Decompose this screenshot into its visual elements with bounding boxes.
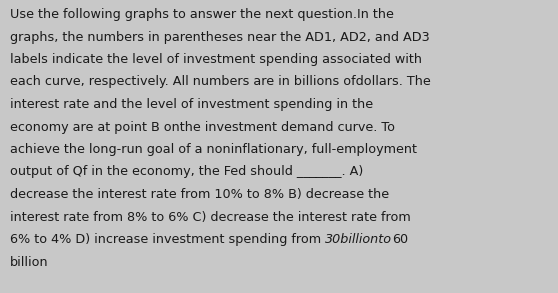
Text: graphs, the numbers in parentheses near the AD1, AD2, and AD3: graphs, the numbers in parentheses near …: [10, 30, 430, 43]
Text: interest rate and the level of investment spending in the: interest rate and the level of investmen…: [10, 98, 373, 111]
Text: billion: billion: [10, 255, 49, 268]
Text: 6% to 4% D) increase investment spending from: 6% to 4% D) increase investment spending…: [10, 233, 325, 246]
Text: 30billionto: 30billionto: [325, 233, 392, 246]
Text: Use the following graphs to answer the next question.In the: Use the following graphs to answer the n…: [10, 8, 394, 21]
Text: labels indicate the level of investment spending associated with: labels indicate the level of investment …: [10, 53, 422, 66]
Text: economy are at point B onthe investment demand curve. To: economy are at point B onthe investment …: [10, 120, 395, 134]
Text: achieve the long-run goal of a noninflationary, full-employment: achieve the long-run goal of a noninflat…: [10, 143, 417, 156]
Text: each curve, respectively. All numbers are in billions ofdollars. The: each curve, respectively. All numbers ar…: [10, 76, 431, 88]
Text: output of Qf in the economy, the Fed should _______. A): output of Qf in the economy, the Fed sho…: [10, 166, 363, 178]
Text: decrease the interest rate from 10% to 8% B) decrease the: decrease the interest rate from 10% to 8…: [10, 188, 389, 201]
Text: interest rate from 8% to 6% C) decrease the interest rate from: interest rate from 8% to 6% C) decrease …: [10, 210, 411, 224]
Text: 60: 60: [392, 233, 408, 246]
